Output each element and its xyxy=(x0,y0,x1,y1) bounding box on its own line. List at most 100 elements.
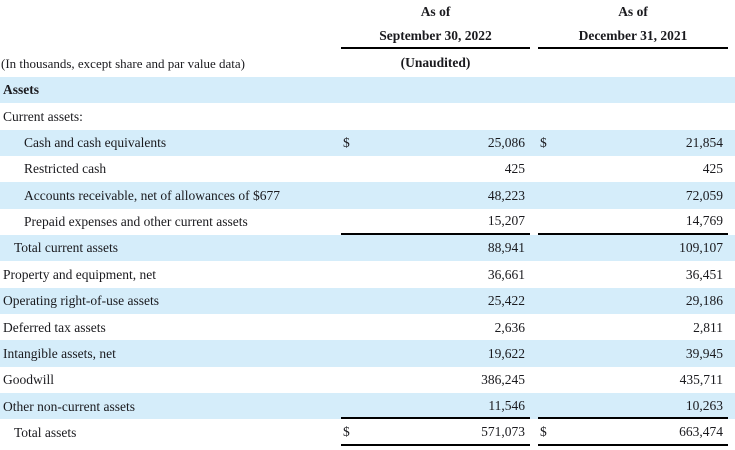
row-value-dec-2021: 36,451 xyxy=(538,261,728,287)
amount-text: 435,711 xyxy=(679,372,723,388)
row-value-sep-2022: $ 25,086 xyxy=(341,130,530,156)
row-value-dec-2021: 39,945 xyxy=(538,340,728,366)
amount-text: 15,207 xyxy=(487,213,525,229)
amount-text: 663,474 xyxy=(679,423,723,439)
amount-text: 2,811 xyxy=(693,319,723,335)
column-gap xyxy=(530,314,538,340)
dollar-sign: $ xyxy=(343,423,350,439)
table-row: Prepaid expenses and other current asset… xyxy=(0,209,735,236)
amount-text: 2,636 xyxy=(494,319,525,335)
right-margin xyxy=(728,261,735,287)
right-margin xyxy=(728,24,735,49)
column-gap xyxy=(530,0,538,24)
row-label: Total current assets xyxy=(14,240,119,256)
table-row: Assets xyxy=(0,77,735,104)
row-label: Operating right-of-use assets xyxy=(3,293,159,309)
right-margin xyxy=(728,130,735,156)
amount-text: 109,107 xyxy=(679,240,723,256)
column-gap xyxy=(530,235,538,261)
column-gap xyxy=(530,288,538,314)
row-value-dec-2021: 10,263 xyxy=(538,393,728,420)
table-body: Assets Current assets: Cash and cash equ… xyxy=(0,77,735,446)
row-value-dec-2021: 14,769 xyxy=(538,209,728,236)
column-gap xyxy=(530,393,538,419)
header-subnote-row: (In thousands, except share and par valu… xyxy=(0,49,735,77)
header-spacer xyxy=(0,0,341,24)
column-gap xyxy=(530,156,538,182)
column-gap xyxy=(530,130,538,156)
right-margin xyxy=(728,235,735,261)
row-value-sep-2022 xyxy=(341,103,530,129)
row-label: Property and equipment, net xyxy=(3,266,156,282)
table-row: Accounts receivable, net of allowances o… xyxy=(0,182,735,209)
col2-date-label: December 31, 2021 xyxy=(538,24,728,49)
column-gap xyxy=(530,77,538,103)
right-margin xyxy=(728,419,735,445)
row-value-sep-2022: $ 571,073 xyxy=(341,419,530,446)
row-label: Goodwill xyxy=(3,372,55,388)
row-value-sep-2022: 11,546 xyxy=(341,393,530,420)
right-margin xyxy=(728,340,735,366)
row-value-dec-2021 xyxy=(538,103,728,129)
row-value-sep-2022: 36,661 xyxy=(341,261,530,287)
row-value-sep-2022: 48,223 xyxy=(341,182,530,208)
amount-text: 72,059 xyxy=(685,187,723,203)
row-value-dec-2021: 435,711 xyxy=(538,367,728,393)
row-value-sep-2022: 88,941 xyxy=(341,235,530,261)
right-margin xyxy=(728,0,735,24)
table-row: Goodwill 386,245 435,711 xyxy=(0,367,735,393)
right-margin xyxy=(728,49,735,77)
column-gap xyxy=(530,261,538,287)
amount-text: 25,086 xyxy=(487,135,525,151)
amount-text: 386,245 xyxy=(481,372,525,388)
column-gap xyxy=(530,24,538,49)
row-value-sep-2022: 15,207 xyxy=(341,209,530,236)
row-value-dec-2021: $ 21,854 xyxy=(538,130,728,156)
column-gap xyxy=(530,340,538,366)
amount-text: 425 xyxy=(702,161,723,177)
col1-asof-label: As of xyxy=(420,4,451,20)
column-gap xyxy=(530,367,538,393)
column-gap xyxy=(530,49,538,77)
row-value-dec-2021 xyxy=(538,77,728,103)
right-margin xyxy=(728,77,735,103)
column-gap xyxy=(530,419,538,445)
amount-text: 10,263 xyxy=(685,397,723,413)
row-value-sep-2022: 425 xyxy=(341,156,530,182)
column-gap xyxy=(530,209,538,235)
row-label: Current assets: xyxy=(3,108,83,124)
row-value-dec-2021: 109,107 xyxy=(538,235,728,261)
col1-date-label: September 30, 2022 xyxy=(341,24,530,49)
row-value-dec-2021: 29,186 xyxy=(538,288,728,314)
row-label: Prepaid expenses and other current asset… xyxy=(24,214,248,230)
amount-text: 19,622 xyxy=(487,345,525,361)
table-row: Total current assets 88,941 109,107 xyxy=(0,235,735,262)
amount-text: 39,945 xyxy=(685,345,723,361)
header-spacer xyxy=(0,24,341,49)
amount-text: 571,073 xyxy=(481,423,525,439)
header-asof-row: As of As of xyxy=(0,0,735,24)
table-row: Current assets: xyxy=(0,103,735,129)
row-label: Cash and cash equivalents xyxy=(24,135,167,151)
row-label: Total assets xyxy=(14,424,77,440)
row-value-dec-2021: 2,811 xyxy=(538,314,728,340)
table-row: Property and equipment, net 36,661 36,45… xyxy=(0,261,735,287)
table-row: Other non-current assets 11,546 10,263 xyxy=(0,393,735,420)
right-margin xyxy=(728,156,735,182)
amount-text: 25,422 xyxy=(487,293,525,309)
col2-subnote xyxy=(538,49,728,77)
column-gap xyxy=(530,103,538,129)
row-label: Intangible assets, net xyxy=(3,345,116,361)
row-value-dec-2021: 425 xyxy=(538,156,728,182)
dollar-sign: $ xyxy=(540,423,547,439)
row-value-dec-2021: $ 663,474 xyxy=(538,419,728,446)
amount-text: 36,661 xyxy=(487,266,525,282)
amount-text: 88,941 xyxy=(487,240,525,256)
right-margin xyxy=(728,367,735,393)
amount-text: 36,451 xyxy=(685,266,723,282)
dollar-sign: $ xyxy=(540,135,547,151)
row-label: Accounts receivable, net of allowances o… xyxy=(24,187,281,203)
right-margin xyxy=(728,288,735,314)
col2-asof-label: As of xyxy=(618,4,648,20)
table-row: Cash and cash equivalents $ 25,086 $ 21,… xyxy=(0,129,735,157)
